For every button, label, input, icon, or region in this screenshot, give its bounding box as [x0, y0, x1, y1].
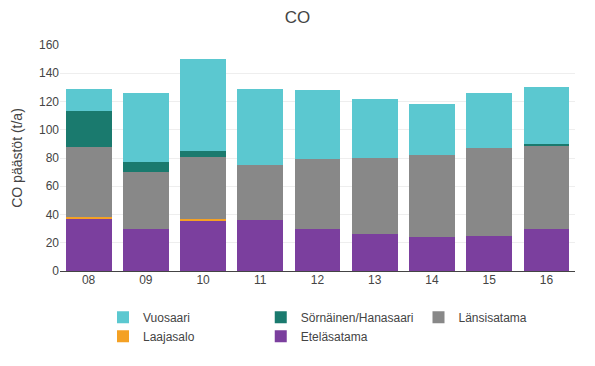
svg-text:140: 140: [39, 66, 59, 80]
svg-text:40: 40: [46, 208, 60, 222]
svg-text:120: 120: [39, 95, 59, 109]
svg-text:Sörnäinen/Hanasaari: Sörnäinen/Hanasaari: [301, 311, 414, 325]
svg-text:Vuosaari: Vuosaari: [143, 311, 190, 325]
svg-text:13: 13: [368, 273, 382, 287]
svg-text:12: 12: [311, 273, 325, 287]
svg-text:10: 10: [196, 273, 210, 287]
svg-text:CO päästöt (t/a): CO päästöt (t/a): [9, 108, 25, 208]
svg-text:Eteläsatama: Eteläsatama: [301, 330, 368, 344]
svg-text:15: 15: [482, 273, 496, 287]
svg-text:80: 80: [46, 151, 60, 165]
svg-text:CO: CO: [285, 8, 311, 27]
svg-text:Laajasalo: Laajasalo: [143, 330, 195, 344]
svg-text:100: 100: [39, 123, 59, 137]
svg-text:0: 0: [52, 264, 59, 278]
svg-text:20: 20: [46, 236, 60, 250]
svg-text:60: 60: [46, 179, 60, 193]
svg-text:16: 16: [540, 273, 554, 287]
svg-text:11: 11: [254, 273, 267, 287]
svg-text:160: 160: [39, 38, 59, 52]
svg-text:14: 14: [425, 273, 439, 287]
svg-text:Länsisatama: Länsisatama: [459, 311, 527, 325]
svg-text:09: 09: [139, 273, 153, 287]
svg-text:08: 08: [82, 273, 96, 287]
